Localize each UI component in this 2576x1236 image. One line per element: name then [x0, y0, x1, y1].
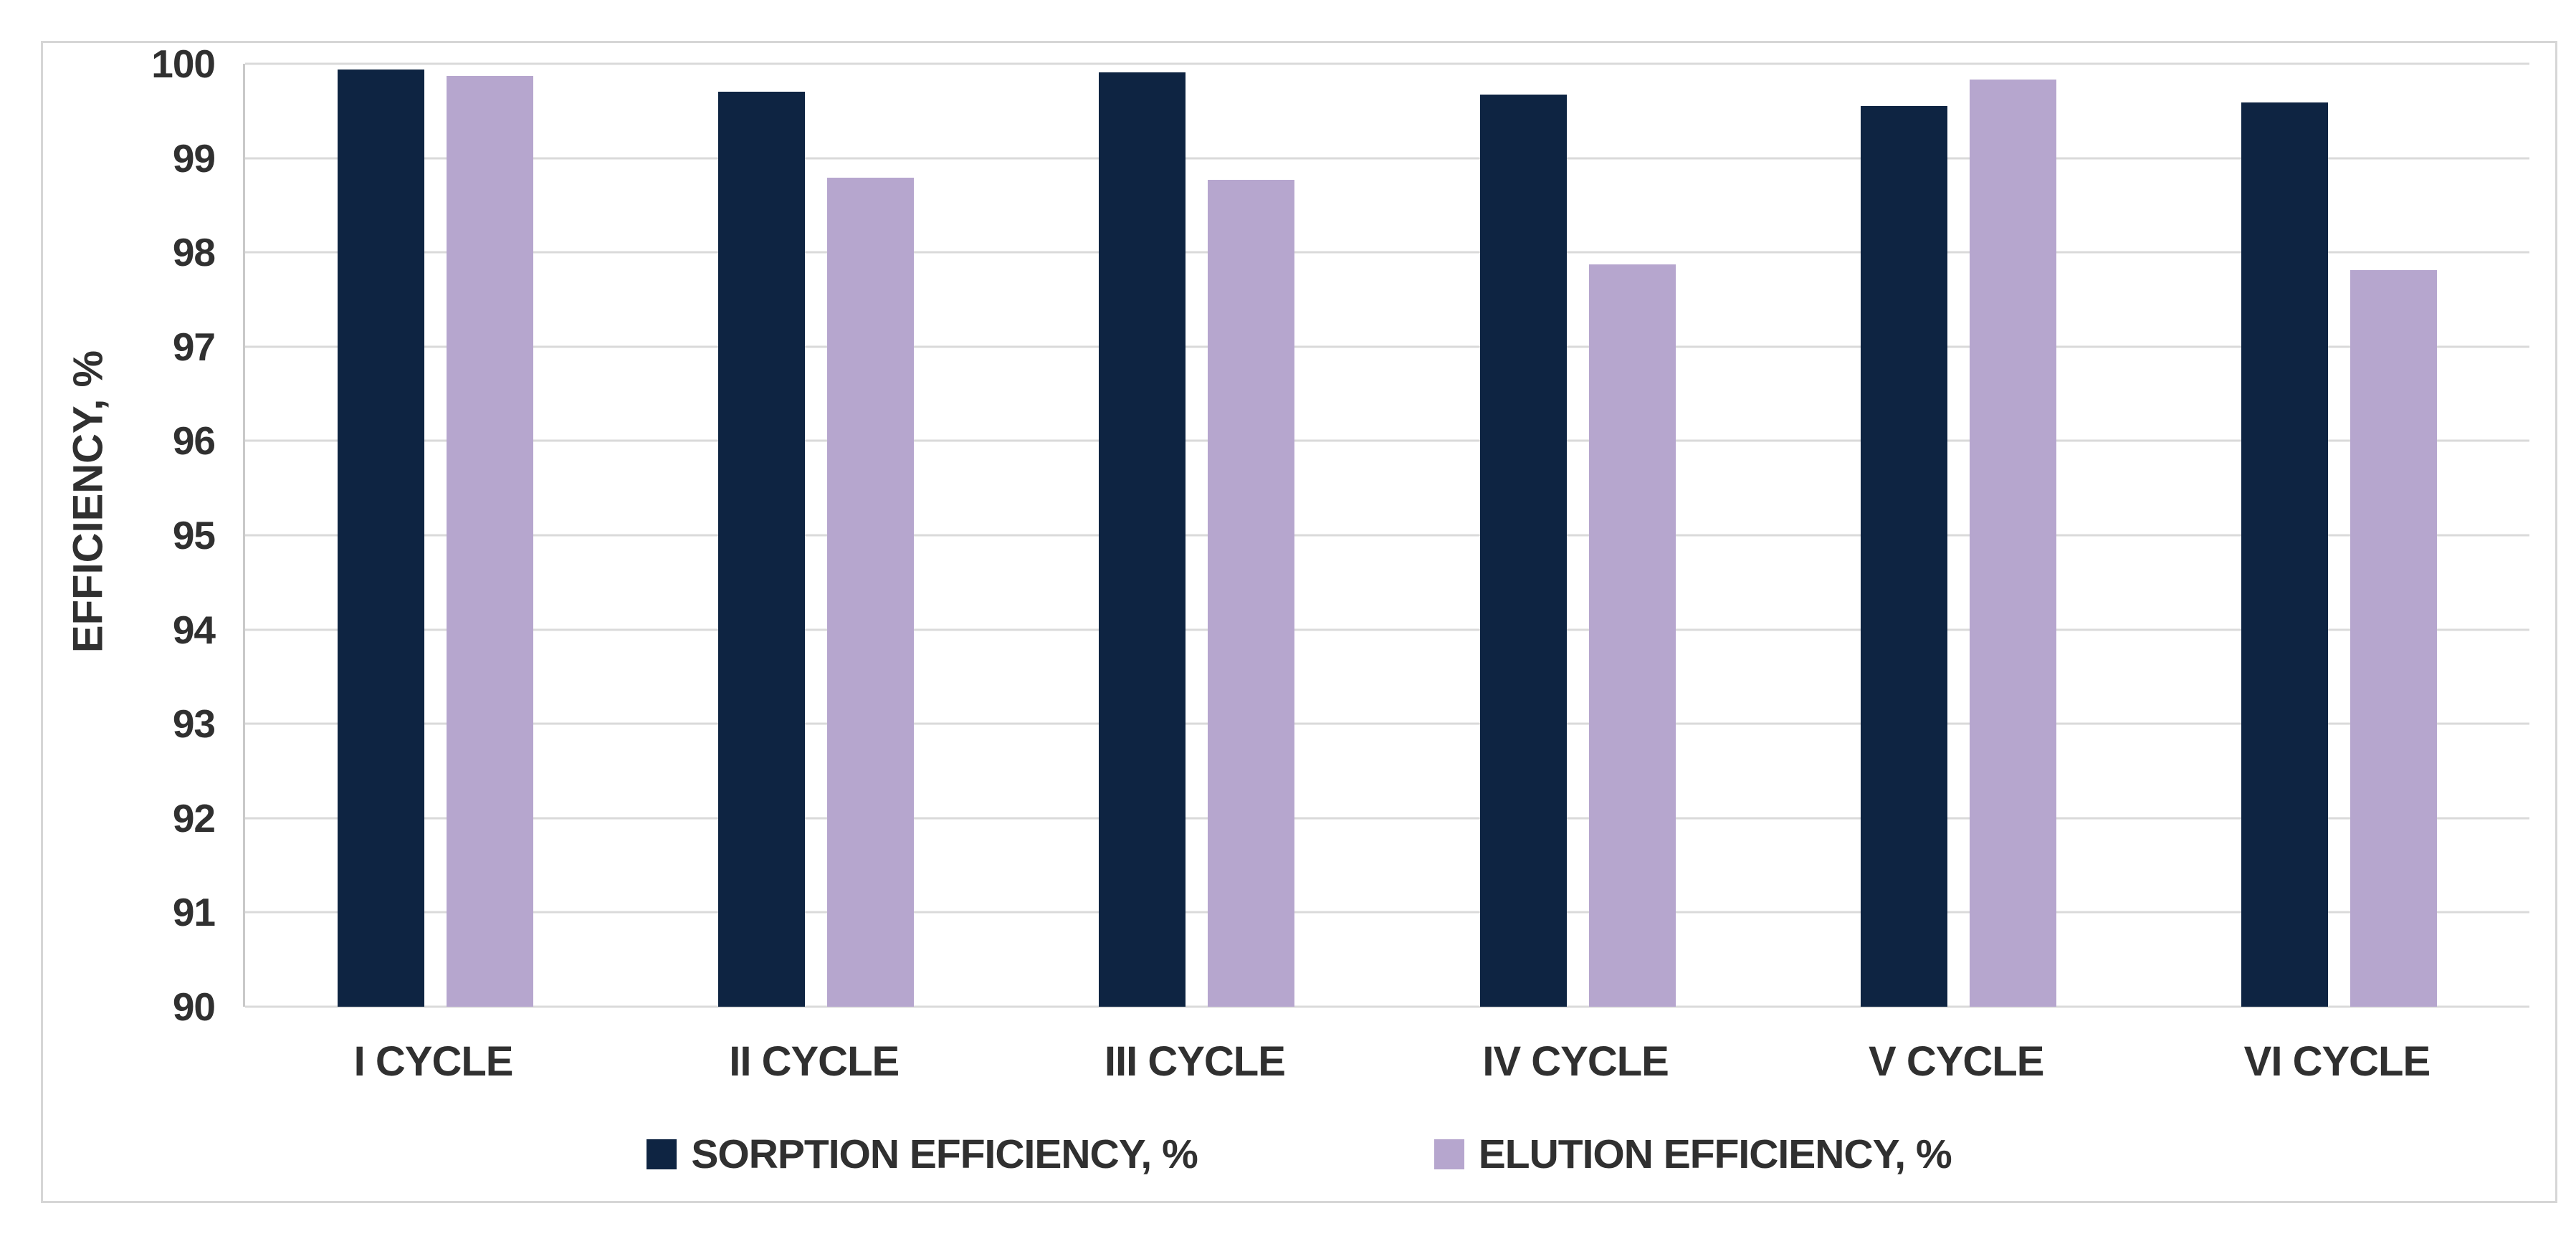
- bar-group-ii-cycle: [626, 64, 1006, 1007]
- x-axis-labels: I CYCLE II CYCLE III CYCLE IV CYCLE V CYCLE V…: [243, 1038, 2527, 1102]
- y-tick-label-100: 100: [151, 42, 216, 86]
- gridline-y-99: [245, 157, 2529, 160]
- gridline-y-91: [245, 911, 2529, 914]
- bar-group-vi-cycle: [2149, 64, 2529, 1007]
- bar-sorption-efficiency-iv-cycle: [1479, 95, 1567, 1007]
- bar-elution-efficiency-i-cycle: [447, 76, 534, 1007]
- bar-elution-efficiency-v-cycle: [1969, 80, 2056, 1007]
- bar-group-iv-cycle: [1388, 64, 1768, 1007]
- legend-label: ELUTION EFFICIENCY, %: [1478, 1131, 1952, 1177]
- gridline-y-97: [245, 345, 2529, 348]
- y-tick-label-93: 93: [172, 701, 216, 747]
- y-tick-label-99: 99: [172, 135, 216, 181]
- bar-sorption-efficiency-vi-cycle: [2241, 102, 2328, 1007]
- bar-sorption-efficiency-ii-cycle: [718, 92, 806, 1007]
- bar-elution-efficiency-iv-cycle: [1588, 264, 1676, 1007]
- gridline-y-92: [245, 817, 2529, 820]
- gridline-y-96: [245, 439, 2529, 442]
- legend-swatch-icon: [1434, 1139, 1464, 1169]
- bar-group-iii-cycle: [1006, 64, 1387, 1007]
- y-tick-label-98: 98: [172, 230, 216, 275]
- bar-sorption-efficiency-iii-cycle: [1099, 72, 1186, 1007]
- gridline-y-94: [245, 628, 2529, 631]
- x-axis-label-iv-cycle: IV CYCLE: [1482, 1038, 1669, 1085]
- y-tick-label-96: 96: [172, 418, 216, 464]
- bar-elution-efficiency-ii-cycle: [827, 178, 915, 1007]
- y-tick-label-91: 91: [172, 890, 216, 935]
- bar-sorption-efficiency-v-cycle: [1860, 106, 1947, 1007]
- x-axis-label-v-cycle: V CYCLE: [1869, 1038, 2044, 1085]
- bar-group-i-cycle: [245, 64, 626, 1007]
- plot-area: [243, 62, 2529, 1008]
- bar-elution-efficiency-iii-cycle: [1208, 179, 1295, 1007]
- gridline-y-98: [245, 251, 2529, 254]
- bar-sorption-efficiency-i-cycle: [338, 69, 425, 1007]
- legend-swatch-icon: [647, 1139, 677, 1169]
- gridline-y-93: [245, 722, 2529, 725]
- y-tick-label-94: 94: [172, 607, 216, 652]
- legend-label: SORPTION EFFICIENCY, %: [691, 1131, 1198, 1177]
- y-tick-label-90: 90: [172, 985, 216, 1029]
- x-axis-label-vi-cycle: VI CYCLE: [2243, 1038, 2431, 1085]
- gridline-y-95: [245, 534, 2529, 537]
- x-axis-label-i-cycle: I CYCLE: [353, 1038, 514, 1085]
- x-axis-label-ii-cycle: II CYCLE: [729, 1038, 900, 1085]
- y-tick-label-97: 97: [172, 324, 216, 369]
- bar-group-v-cycle: [1768, 64, 2149, 1007]
- legend-item-sorption-efficiency: SORPTION EFFICIENCY, %: [647, 1131, 1198, 1178]
- legend-item-elution-efficiency: ELUTION EFFICIENCY, %: [1434, 1131, 1952, 1178]
- x-axis-label-iii-cycle: III CYCLE: [1104, 1038, 1286, 1085]
- y-axis-tick-labels: 100 99 98 97 96 95 94 93 92 91 90: [41, 42, 216, 1029]
- bar-elution-efficiency-vi-cycle: [2350, 270, 2437, 1007]
- y-tick-label-95: 95: [172, 513, 216, 557]
- gridline-y-90: [245, 1005, 2529, 1008]
- y-tick-label-92: 92: [172, 795, 216, 840]
- legend: SORPTION EFFICIENCY, % ELUTION EFFICIENCY…: [41, 1131, 2557, 1178]
- gridline-y-100: [245, 62, 2529, 65]
